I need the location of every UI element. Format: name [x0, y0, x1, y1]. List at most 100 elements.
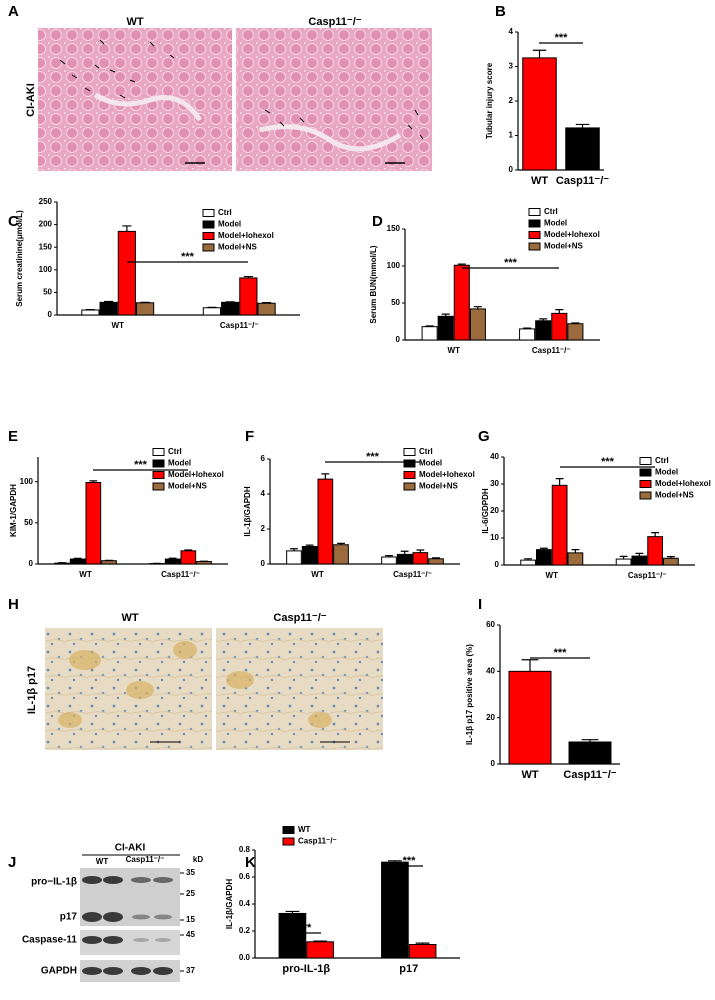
legend-label: Model [544, 219, 567, 228]
legend-swatch [152, 471, 165, 479]
panel-letter: C [8, 213, 19, 230]
significance-label: *** [181, 251, 195, 263]
bar [381, 556, 397, 565]
error-bar [521, 659, 539, 672]
legend-label: Model [655, 468, 678, 477]
x-tick-label: Casp11⁻/⁻ [628, 571, 667, 580]
error-bar [539, 318, 548, 321]
legend-swatch [403, 482, 416, 491]
legend-label: Model+Iohexol [218, 231, 274, 240]
x-tick-label: WT [79, 570, 92, 579]
legend-label: Ctrl [655, 456, 669, 465]
bar [453, 264, 470, 341]
significance-label: *** [366, 451, 380, 463]
legend-swatch [202, 232, 215, 240]
error-bar [385, 555, 393, 557]
marker-label: 45 [186, 930, 195, 939]
significance-label: *** [504, 257, 518, 269]
y-tick-label: 150 [39, 242, 53, 251]
error-bar [243, 275, 253, 278]
legend-label: Model+NS [218, 243, 258, 252]
y-tick-label: 0 [48, 310, 53, 319]
error-bar [523, 327, 532, 329]
y-tick-label: 50 [391, 298, 400, 307]
bar [196, 561, 212, 565]
bar [69, 558, 86, 565]
error-bar [473, 306, 482, 309]
legend-label: WT [298, 825, 311, 834]
error-bar [666, 556, 675, 559]
legend-swatch [403, 459, 416, 468]
y-tick-label: 0 [491, 759, 496, 768]
error-bar [415, 942, 430, 945]
error-bar [635, 552, 644, 557]
y-tick-label: 2 [509, 96, 514, 105]
legend-label: Model+Iohexol [168, 470, 224, 479]
error-bar [575, 123, 590, 128]
error-bar [305, 544, 314, 547]
error-bar [122, 225, 132, 232]
bar [647, 536, 664, 566]
error-bar [555, 309, 564, 314]
y-axis-label: KIM-1/GAPDH [9, 484, 18, 537]
y-tick-label: 40 [486, 666, 495, 675]
x-tick-label: WT [531, 175, 548, 187]
bar [221, 301, 240, 316]
legend-swatch [202, 209, 215, 217]
significance-label: ** [303, 922, 312, 934]
error-bar [313, 940, 328, 942]
error-bar [400, 550, 409, 555]
panel-letter: E [8, 428, 18, 445]
legend-swatch [152, 482, 165, 491]
y-tick-label: 20 [486, 713, 495, 722]
blot-title: CI-AKI [115, 843, 146, 854]
bar [99, 301, 118, 316]
panel-letter: D [372, 213, 383, 230]
y-tick-label: 0 [29, 559, 34, 568]
legend-label: Model+NS [655, 491, 695, 500]
bar [519, 328, 536, 341]
x-tick-label: WT [112, 321, 125, 330]
y-tick-label: 6 [261, 454, 266, 463]
panel-letter: B [495, 3, 506, 20]
panel-h: H WT Casp11⁻/⁻ IL-1β p17 [8, 596, 383, 750]
x-tick-label: Casp11⁻/⁻ [393, 570, 432, 579]
legend-swatch [403, 448, 416, 456]
error-bar [532, 49, 547, 58]
bar [520, 559, 536, 566]
x-tick-label: Casp11⁻/⁻ [563, 769, 616, 781]
column-label: Casp11⁻/⁻ [308, 16, 361, 28]
y-tick-label: 250 [39, 197, 53, 206]
bar [257, 302, 276, 316]
y-tick-label: 1 [509, 131, 514, 140]
legend-swatch [202, 220, 215, 229]
row-label: CI-AKI [25, 83, 37, 117]
x-tick-label: p17 [399, 963, 418, 975]
marker-label: 15 [186, 915, 195, 924]
bar [469, 308, 486, 341]
legend-swatch [639, 480, 652, 488]
error-bar [581, 739, 599, 742]
bar [306, 941, 334, 959]
bar [381, 861, 409, 959]
bar [164, 558, 181, 565]
legend-label: Model+NS [544, 242, 584, 251]
bar [522, 57, 557, 171]
legend-swatch [282, 837, 295, 846]
panel-letter: H [8, 596, 19, 613]
x-tick-label: WT [448, 346, 461, 355]
marker-label: 35 [186, 868, 195, 877]
blot-strip [80, 960, 180, 982]
y-tick-label: 0 [396, 335, 401, 344]
legend-label: Model+NS [419, 482, 459, 491]
bar [278, 912, 307, 959]
legend-swatch [639, 491, 652, 500]
bar [101, 560, 117, 565]
lane-label: Casp11⁻/⁻ [126, 855, 165, 864]
column-label: WT [121, 612, 138, 624]
marker-ticks [180, 872, 184, 972]
y-tick-label: 0.8 [239, 845, 251, 854]
error-bar [321, 473, 330, 480]
panel-letter: J [8, 854, 16, 871]
legend-swatch [528, 242, 541, 251]
